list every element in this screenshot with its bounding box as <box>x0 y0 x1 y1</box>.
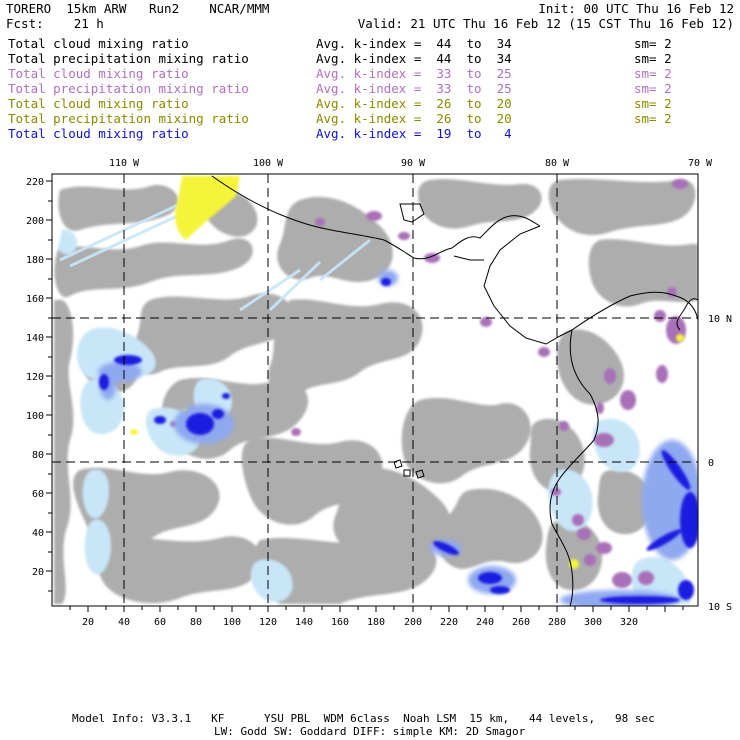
blue-cloud-field <box>98 270 698 606</box>
y-tick-label: 100 <box>26 411 44 422</box>
y-tick-label: 160 <box>26 294 44 305</box>
field-name: Total cloud mixing ratio <box>8 96 189 111</box>
x-tick-label: 320 <box>620 617 638 628</box>
model-info: Model Info: V3.3.1 KF YSU PBL WDM 6class… <box>72 712 655 725</box>
x-tick-label: 60 <box>154 617 166 628</box>
field-name: Total precipitation mixing ratio <box>8 111 249 126</box>
field-smoothing: sm= 2 <box>634 111 672 126</box>
field-smoothing: sm= 2 <box>634 81 672 96</box>
model-title: TORERO 15km ARW Run2 NCAR/MMM <box>6 1 270 16</box>
x-tick-label: 160 <box>331 617 349 628</box>
x-tick-label: 280 <box>548 617 566 628</box>
gray-cloud-field <box>54 179 698 604</box>
lat-lon-grid <box>52 174 698 606</box>
y-tick-label: 140 <box>26 333 44 344</box>
field-index: Avg. k-index = 19 to 4 <box>316 126 512 141</box>
field-index: Avg. k-index = 26 to 20 <box>316 96 512 111</box>
y-tick-label: 120 <box>26 372 44 383</box>
y-tick-label: 60 <box>32 489 44 500</box>
forecast-hour: Fcst: 21 h <box>6 16 104 31</box>
y-tick-label: 180 <box>26 255 44 266</box>
x-tick-label: 180 <box>367 617 385 628</box>
y-tick-label: 20 <box>32 567 44 578</box>
x-tick-label: 20 <box>82 617 94 628</box>
y-tick-label: 80 <box>32 450 44 461</box>
x-tick-label: 260 <box>512 617 530 628</box>
y-tick-label: 40 <box>32 528 44 539</box>
lon-label: 90 W <box>401 158 426 169</box>
field-smoothing: sm= 2 <box>634 66 672 81</box>
field-index: Avg. k-index = 33 to 25 <box>316 66 512 81</box>
axis-ticks <box>46 180 684 612</box>
lat-label: 0 <box>708 458 714 469</box>
x-tick-label: 80 <box>190 617 202 628</box>
lon-label: 80 W <box>545 158 570 169</box>
field-index: Avg. k-index = 33 to 25 <box>316 81 512 96</box>
x-tick-label: 300 <box>584 617 602 628</box>
lat-label: 10 S <box>708 602 732 613</box>
field-index: Avg. k-index = 26 to 20 <box>316 111 512 126</box>
x-tick-label: 40 <box>118 617 130 628</box>
valid-time: Valid: 21 UTC Thu 16 Feb 12 (15 CST Thu … <box>357 16 734 31</box>
y-tick-label: 220 <box>26 177 44 188</box>
field-smoothing: sm= 2 <box>634 51 672 66</box>
lat-label: 10 N <box>708 314 732 325</box>
field-name: Total cloud mixing ratio <box>8 126 189 141</box>
lon-label: 70 W <box>688 158 713 169</box>
x-tick-label: 240 <box>476 617 494 628</box>
field-name: Total precipitation mixing ratio <box>8 81 249 96</box>
x-tick-label: 100 <box>223 617 241 628</box>
field-name: Total precipitation mixing ratio <box>8 51 249 66</box>
field-name: Total cloud mixing ratio <box>8 36 189 51</box>
x-tick-label: 140 <box>295 617 313 628</box>
field-smoothing: sm= 2 <box>634 96 672 111</box>
x-tick-label: 220 <box>440 617 458 628</box>
x-tick-label: 120 <box>259 617 277 628</box>
lon-label: 110 W <box>109 158 140 169</box>
field-name: Total cloud mixing ratio <box>8 66 189 81</box>
map-frame <box>51 173 699 607</box>
init-time: Init: 00 UTC Thu 16 Feb 12 <box>538 1 734 16</box>
field-index: Avg. k-index = 44 to 34 <box>316 36 512 51</box>
x-tick-label: 200 <box>404 617 422 628</box>
y-tick-label: 200 <box>26 216 44 227</box>
field-index: Avg. k-index = 44 to 34 <box>316 51 512 66</box>
field-smoothing: sm= 2 <box>634 36 672 51</box>
physics-info: LW: Godd SW: Goddard DIFF: simple KM: 2D… <box>214 725 526 738</box>
coastlines <box>211 175 698 606</box>
lon-label: 100 W <box>253 158 284 169</box>
